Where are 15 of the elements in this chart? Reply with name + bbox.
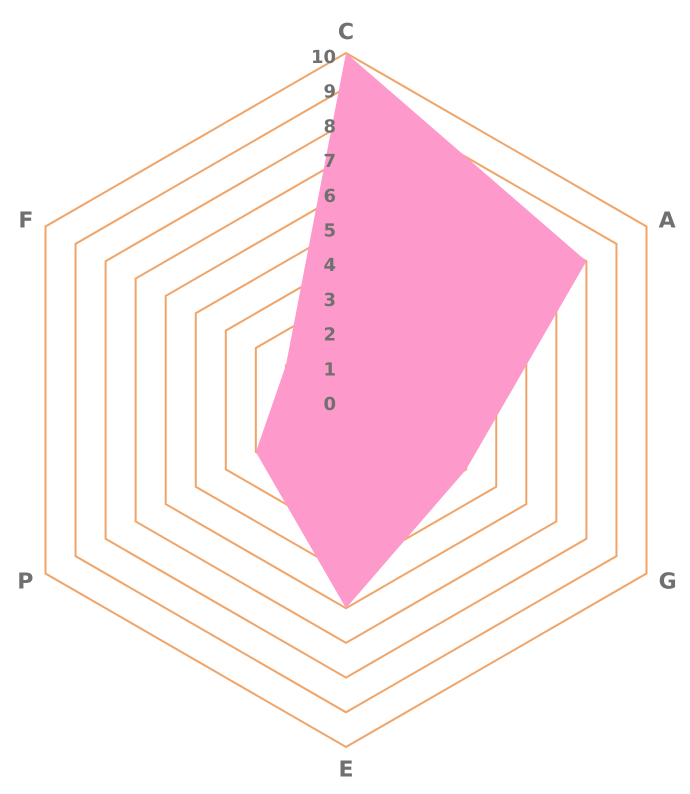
y-tick-label: 2	[323, 324, 336, 346]
y-tick-label: 0	[323, 394, 336, 415]
y-tick-label: 1	[323, 359, 336, 380]
y-tick-label: 4	[323, 255, 336, 276]
spoke-label: E	[338, 758, 354, 783]
spoke-label: F	[18, 208, 34, 234]
spoke-label: P	[17, 569, 34, 594]
y-tick-label: 5	[323, 220, 336, 242]
spoke-label: G	[658, 569, 677, 594]
y-tick-label: 3	[323, 290, 336, 311]
y-tick-label: 6	[323, 186, 336, 207]
y-tick-label: 10	[310, 47, 336, 68]
spoke-label: A	[658, 208, 676, 234]
spoke-label: C	[338, 20, 354, 45]
y-tick-label: 7	[323, 151, 336, 172]
